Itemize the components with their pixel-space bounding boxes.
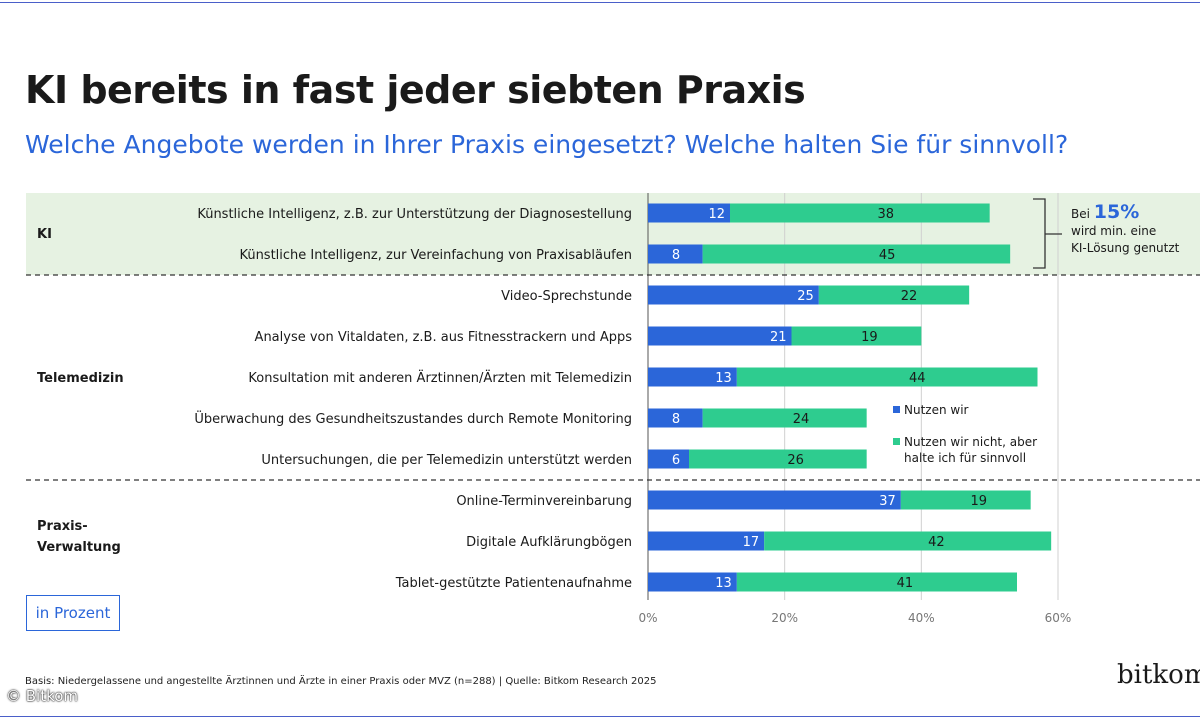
copyright: © Bitkom [6, 687, 79, 705]
ki-note: Bei 15% wird min. eine KI-Lösung genutzt [1071, 201, 1180, 257]
chart-title: KI bereits in fast jeder siebten Praxis [25, 68, 806, 112]
brand-logo: bitkom [1117, 660, 1200, 690]
category-label: Tablet-gestützte Patientenaufnahme [395, 576, 632, 591]
data-label-useful: 42 [928, 535, 945, 550]
data-label-used: 12 [708, 207, 725, 222]
data-label-useful: 26 [787, 453, 804, 468]
data-label-used: 6 [672, 453, 680, 468]
bar-useful [736, 572, 1017, 592]
category-label: Analyse von Vitaldaten, z.B. aus Fitness… [255, 330, 633, 345]
data-label-useful: 19 [861, 330, 878, 345]
legend-label: Nutzen wir [904, 403, 969, 417]
bar-used [648, 572, 737, 592]
bar-used [648, 285, 819, 305]
group-label: Telemedizin [37, 371, 124, 386]
bar-useful [818, 285, 970, 305]
category-label: Künstliche Intelligenz, zur Vereinfachun… [239, 248, 632, 263]
source-note: Basis: Niedergelassene und angestellte Ä… [25, 676, 657, 687]
data-label-used: 13 [715, 371, 732, 386]
category-label: Konsultation mit anderen Ärztinnen/Ärzte… [248, 370, 632, 386]
x-tick-label: 0% [638, 611, 657, 625]
data-label-useful: 24 [793, 412, 810, 427]
x-tick-label: 20% [771, 611, 798, 625]
bar-used [648, 244, 703, 264]
data-label-useful: 45 [879, 248, 896, 263]
data-label-used: 21 [770, 330, 787, 345]
bar-useful [730, 203, 990, 223]
ki-bracket [1033, 198, 1062, 269]
data-label-useful: 22 [901, 289, 918, 304]
group-label: KI [37, 227, 52, 242]
bar-used [648, 408, 703, 428]
data-label-useful: 19 [970, 494, 987, 509]
data-label-useful: 41 [897, 576, 914, 591]
data-label-used: 25 [797, 289, 814, 304]
data-label-used: 13 [715, 576, 732, 591]
chart-subtitle: Welche Angebote werden in Ihrer Praxis e… [25, 130, 1069, 159]
ki-note-line3: KI-Lösung genutzt [1071, 241, 1180, 255]
data-label-useful: 44 [909, 371, 926, 386]
bar-used [648, 203, 730, 223]
bar-useful [736, 367, 1038, 387]
category-label: Überwachung des Gesundheitszustandes dur… [194, 410, 632, 427]
bar-useful [702, 408, 867, 428]
bar-useful [764, 531, 1052, 551]
data-label-used: 17 [743, 535, 760, 550]
bar-used [648, 326, 792, 346]
legend-swatch-useful [893, 438, 900, 445]
bottom-border [0, 716, 1200, 717]
x-tick-label: 40% [908, 611, 935, 625]
ki-note-line2: wird min. eine [1071, 224, 1157, 238]
category-label: Künstliche Intelligenz, z.B. zur Unterst… [197, 207, 632, 222]
ki-note-prefix: Bei [1071, 207, 1090, 221]
category-label: Video-Sprechstunde [501, 289, 632, 304]
bar-useful [900, 490, 1031, 510]
data-label-used: 37 [879, 494, 896, 509]
category-label: Online-Terminvereinbarung [456, 494, 632, 509]
top-border [0, 2, 1200, 3]
legend-swatch-used [893, 406, 900, 413]
bar-useful [791, 326, 922, 346]
bar-used [648, 531, 765, 551]
group-label: Verwaltung [37, 540, 121, 555]
data-label-used: 8 [672, 412, 680, 427]
data-label-useful: 38 [878, 207, 895, 222]
legend-label: halte ich für sinnvoll [904, 451, 1026, 465]
unit-label: in Prozent [26, 595, 120, 631]
group-label: Praxis- [37, 519, 88, 534]
legend-label: Nutzen wir nicht, aber [904, 435, 1037, 449]
ki-note-percent: 15% [1093, 201, 1140, 223]
bar-useful [689, 449, 867, 469]
data-label-used: 8 [672, 248, 680, 263]
bar-used [648, 449, 689, 469]
category-label: Digitale Aufklärungbögen [466, 535, 632, 550]
bar-useful [702, 244, 1011, 264]
bar-used [648, 367, 737, 387]
category-label: Untersuchungen, die per Telemedizin unte… [261, 453, 632, 468]
x-tick-label: 60% [1045, 611, 1072, 625]
bar-used [648, 490, 901, 510]
